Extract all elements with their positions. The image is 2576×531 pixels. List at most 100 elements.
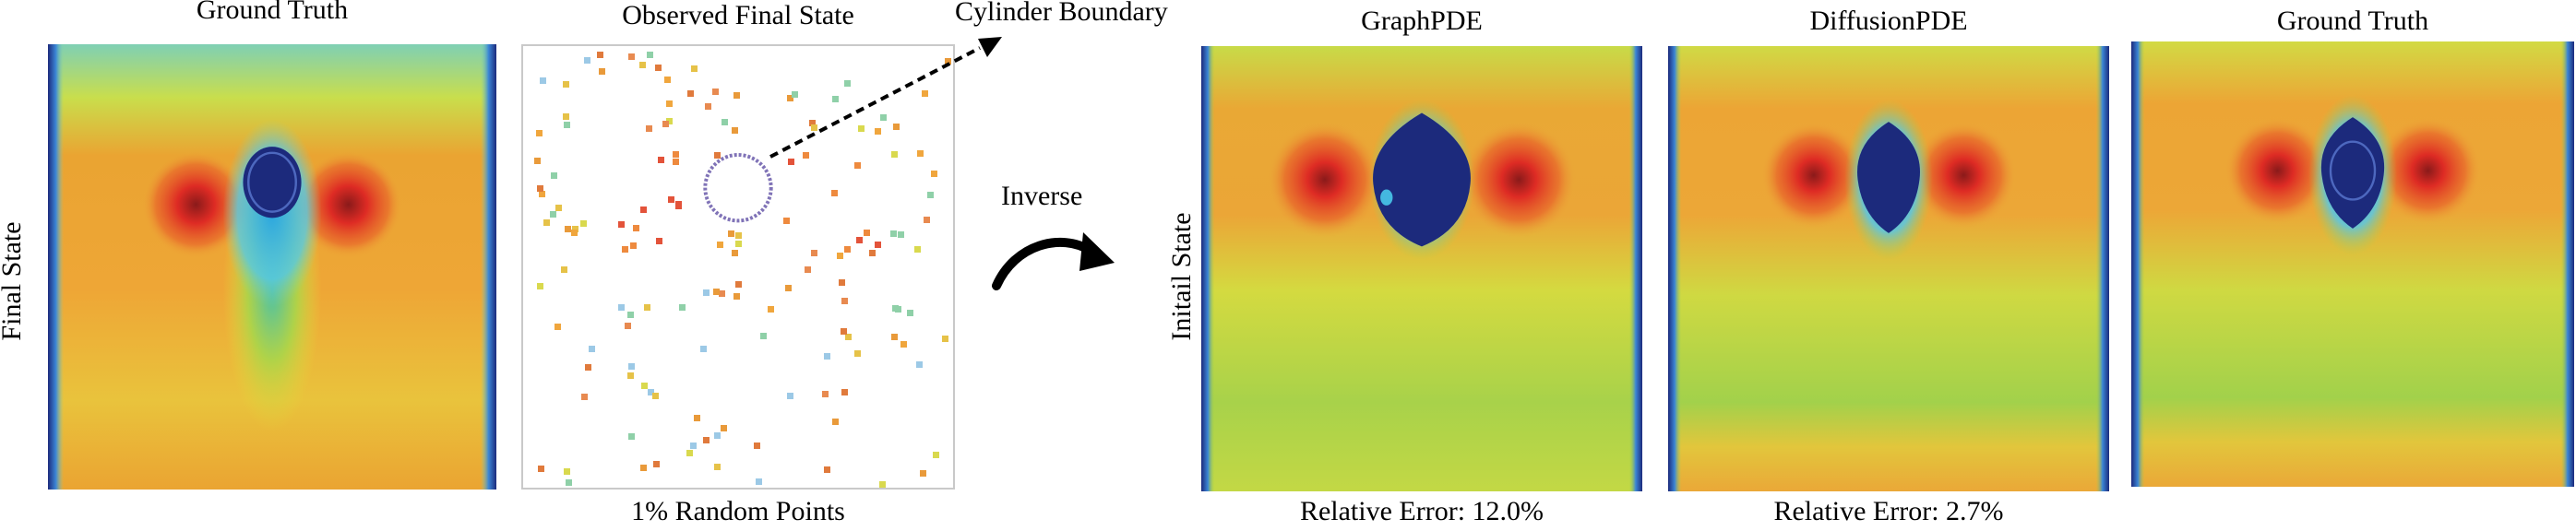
observation-point (719, 289, 726, 297)
observation-point (624, 322, 631, 329)
observation-point (863, 229, 870, 236)
observation-point (869, 250, 877, 257)
initial-ground-truth-title: Ground Truth (2276, 6, 2429, 36)
final-ground-truth-title: Ground Truth (196, 0, 349, 25)
observation-point (782, 217, 790, 224)
observation-point (689, 442, 697, 449)
observation-point (853, 350, 861, 358)
observation-point (651, 392, 659, 399)
inverse-label: Inverse (1001, 181, 1083, 211)
observation-point (879, 480, 887, 488)
observation-point (856, 236, 864, 243)
observation-point (543, 219, 550, 227)
observation-point (916, 360, 924, 368)
observation-point (702, 437, 710, 444)
observation-point (686, 90, 694, 98)
observation-point (565, 225, 572, 232)
observation-point (824, 466, 831, 474)
observation-point (639, 464, 647, 471)
cylinder-boundary-circle (703, 153, 773, 223)
observation-point (920, 469, 927, 477)
observation-point (686, 449, 693, 456)
observation-point (821, 391, 829, 398)
observation-point (913, 245, 921, 253)
observation-point (536, 130, 543, 137)
observation-point (584, 363, 591, 371)
observation-point (667, 196, 674, 204)
observation-point (733, 91, 741, 99)
observation-point (843, 246, 851, 254)
observation-point (786, 392, 793, 399)
diffusionpde-relative-error: Relative Error: 2.7% (1773, 496, 2004, 526)
observation-point (540, 77, 547, 85)
observation-point (924, 216, 931, 223)
observation-point (550, 210, 557, 218)
observation-point (633, 225, 640, 232)
observation-point (931, 171, 938, 178)
observation-point (926, 192, 934, 199)
observation-point (563, 468, 570, 476)
observation-point (713, 464, 721, 471)
observation-point (832, 419, 840, 426)
observation-point (874, 242, 881, 249)
observation-point (890, 230, 898, 237)
ground-truth-initial-state-heatmap (2131, 41, 2574, 487)
observation-point (666, 117, 674, 124)
observation-point (537, 466, 544, 473)
observation-point (571, 230, 578, 237)
observation-point (932, 451, 939, 458)
graphpde-title: GraphPDE (1361, 6, 1483, 36)
observation-point (566, 478, 573, 486)
observation-point (627, 432, 635, 440)
observation-point (657, 156, 664, 163)
observed-final-state-points (521, 44, 955, 490)
observation-point (890, 334, 898, 341)
observation-point (945, 57, 952, 65)
observation-point (784, 284, 792, 291)
observation-point (664, 76, 672, 83)
observation-point (759, 333, 767, 340)
observation-point (626, 312, 634, 319)
observation-point (791, 90, 798, 98)
observation-point (893, 124, 900, 131)
observation-point (767, 306, 774, 313)
observation-point (563, 81, 570, 88)
observation-point (830, 189, 838, 196)
observation-point (892, 304, 900, 312)
observed-final-state-title: Observed Final State (622, 0, 854, 30)
observation-point (622, 245, 629, 253)
graphpde-relative-error: Relative Error: 12.0% (1299, 496, 1544, 526)
observation-point (672, 151, 679, 159)
inverse-curved-arrow (992, 232, 1115, 290)
observation-point (916, 150, 924, 158)
observation-point (641, 382, 649, 389)
observation-point (875, 128, 882, 136)
observation-point (643, 303, 650, 311)
observation-point (562, 113, 569, 121)
observation-point (626, 372, 634, 379)
graphpde-initial-state-heatmap (1201, 46, 1642, 491)
observation-point (538, 191, 545, 198)
observation-point (640, 206, 648, 214)
observation-point (713, 289, 721, 296)
observation-point (840, 327, 847, 335)
diffusionpde-initial-state-heatmap (1668, 46, 2109, 491)
observation-point (805, 266, 812, 274)
observation-point (841, 297, 849, 304)
initial-state-row-label: Initail State (1166, 212, 1197, 341)
observation-point (675, 201, 683, 208)
observation-point (534, 157, 542, 164)
observation-point (891, 150, 899, 158)
cylinder-boundary-label: Cylinder Boundary (955, 0, 1168, 27)
observation-point (838, 278, 845, 286)
observation-point (845, 333, 853, 340)
random-points-caption: 1% Random Points (631, 496, 845, 526)
observation-point (537, 283, 544, 290)
observation-point (722, 119, 729, 126)
observation-point (837, 252, 844, 259)
observation-point (645, 124, 652, 132)
observation-point (672, 159, 679, 166)
observation-point (732, 249, 739, 256)
diffusionpde-title: DiffusionPDE (1809, 6, 1968, 36)
observation-point (900, 341, 907, 348)
